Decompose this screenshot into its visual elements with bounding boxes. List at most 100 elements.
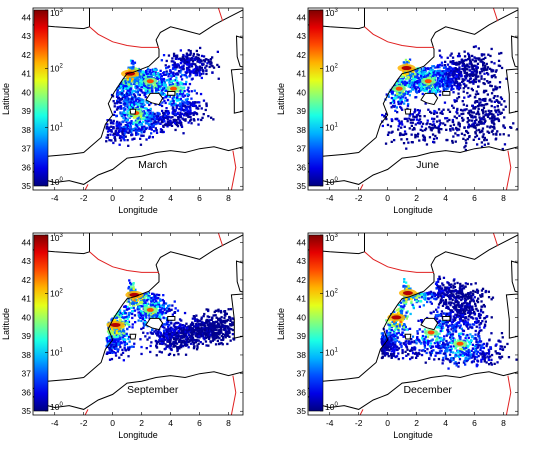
density-cell (385, 112, 388, 115)
density-cell (180, 343, 183, 346)
density-cell (141, 127, 144, 131)
density-cell (425, 73, 428, 77)
density-cell (158, 337, 162, 340)
density-cell (160, 59, 163, 62)
density-cell (155, 342, 159, 345)
density-cell (174, 83, 177, 86)
density-cell (232, 318, 235, 321)
density-cell (131, 310, 134, 313)
density-cell (155, 82, 158, 85)
density-cell (125, 315, 129, 318)
density-cell (166, 120, 169, 123)
density-cell (142, 103, 145, 106)
density-cell (209, 60, 212, 63)
density-cell (121, 126, 125, 129)
density-cell (178, 119, 181, 122)
density-cell (454, 140, 457, 143)
density-cell (115, 346, 118, 349)
density-cell (400, 80, 404, 83)
country-border (84, 184, 89, 190)
density-cell (174, 326, 177, 330)
density-cell (180, 124, 183, 127)
density-cell (165, 345, 168, 348)
density-cell (399, 99, 403, 102)
density-cell (166, 117, 169, 121)
colorbar-tick-label: 102 (50, 64, 63, 74)
hotspot (392, 85, 407, 93)
density-cell (158, 112, 161, 115)
density-cell (189, 53, 192, 56)
density-cell (205, 102, 208, 105)
density-cell (183, 324, 187, 327)
density-cell (214, 314, 217, 317)
density-cell (162, 117, 165, 121)
density-cell (183, 343, 186, 347)
density-cell (441, 70, 444, 73)
density-cell (176, 326, 179, 329)
density-cell (205, 72, 208, 76)
density-cell (151, 303, 155, 306)
density-cell (444, 117, 447, 120)
density-cell (134, 116, 137, 119)
colorbar-tick-label: 103 (50, 8, 63, 18)
density-cell (202, 55, 206, 58)
density-cell (228, 316, 231, 319)
density-cell (404, 99, 407, 102)
density-cell (136, 86, 139, 89)
density-cell (485, 62, 488, 66)
density-cell (455, 99, 458, 103)
density-cell (211, 339, 214, 342)
density-cell (185, 57, 189, 60)
density-cell (406, 81, 409, 84)
density-cell (132, 137, 135, 140)
density-cell (481, 108, 484, 112)
density-cell (478, 113, 481, 116)
density-cell (432, 120, 435, 123)
density-cell (130, 283, 133, 286)
density-cell (500, 51, 503, 55)
density-cell (460, 75, 463, 78)
density-cell (445, 69, 448, 72)
density-cell (142, 98, 145, 102)
density-cell (482, 64, 485, 67)
density-cell (131, 138, 134, 141)
density-cell (404, 58, 408, 62)
density-cell (113, 331, 117, 334)
density-cell (150, 115, 153, 118)
density-cell (451, 139, 454, 143)
density-cell (182, 330, 185, 333)
density-cell (231, 321, 234, 324)
density-cell (208, 336, 211, 339)
density-cell (133, 61, 137, 64)
density-cell (188, 105, 191, 108)
density-cell (456, 87, 459, 90)
density-cell (408, 117, 411, 120)
density-cell (147, 109, 150, 112)
density-cell (124, 305, 127, 308)
density-cell (187, 114, 190, 117)
density-cell (213, 332, 216, 335)
density-cell (169, 116, 173, 119)
island (442, 91, 451, 96)
density-cell (189, 72, 192, 76)
density-cell (151, 89, 154, 92)
density-cell (142, 314, 145, 317)
density-cell (401, 108, 404, 111)
density-cell (416, 109, 419, 112)
density-cell (488, 117, 492, 120)
density-cell (192, 62, 195, 66)
density-cell (145, 92, 148, 95)
density-cell (196, 344, 199, 347)
density-cell (393, 101, 396, 104)
density-cell (481, 110, 485, 113)
density-cell (159, 299, 162, 302)
density-cell (202, 72, 205, 75)
density-cell (472, 111, 475, 114)
density-cell (424, 102, 427, 105)
density-cell (449, 80, 452, 83)
density-cell (178, 107, 181, 111)
density-cell (164, 116, 167, 120)
density-cell (448, 84, 451, 87)
density-cell (168, 72, 171, 76)
density-cell (223, 316, 226, 320)
